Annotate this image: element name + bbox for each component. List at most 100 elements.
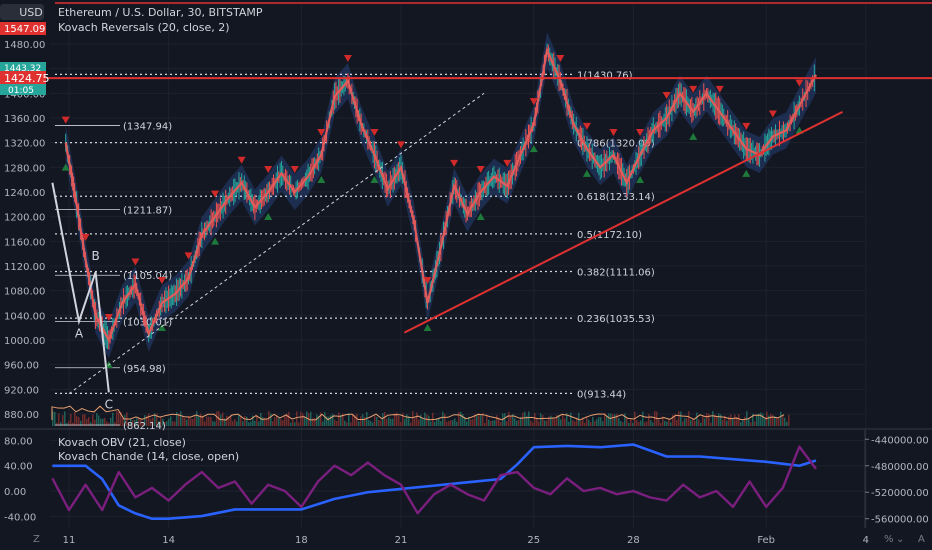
- drawings[interactable]: A B C: [0, 2, 932, 411]
- volume-bar: [590, 422, 592, 426]
- volume-bar: [232, 421, 234, 426]
- volume-bar: [598, 417, 600, 426]
- volume-bar: [506, 421, 508, 426]
- volume-bar: [408, 416, 410, 426]
- volume-bar: [480, 415, 482, 426]
- volume-bar: [70, 413, 72, 426]
- volume-bar: [80, 420, 82, 426]
- volume-bar: [248, 422, 250, 426]
- volume-bar: [374, 415, 376, 426]
- volume-bar: [312, 418, 314, 426]
- percent-icon[interactable]: %: [884, 534, 894, 545]
- reversal-down-marker: [582, 122, 591, 130]
- volume-bar: [288, 411, 290, 426]
- volume-bar: [574, 421, 576, 426]
- volume-bar: [692, 418, 694, 426]
- volume-bar: [676, 419, 678, 426]
- log-scale-icon[interactable]: ⌄: [896, 534, 904, 545]
- volume-bar: [632, 422, 634, 426]
- y-tick-label: 1480.00: [4, 40, 45, 51]
- volume-bar: [712, 411, 714, 426]
- volume-bar: [442, 411, 444, 426]
- volume-bar: [160, 417, 162, 426]
- reversal-up-marker: [529, 145, 538, 153]
- volume-bar: [138, 418, 140, 426]
- volume-bar: [622, 422, 624, 426]
- volume-bar: [602, 421, 604, 426]
- volume-bar: [226, 415, 228, 426]
- volume-bar: [464, 416, 466, 426]
- countdown-bg: [0, 84, 46, 95]
- volume-bar: [516, 420, 518, 426]
- volume-bar: [348, 413, 350, 426]
- currency-badge-bg[interactable]: [0, 4, 44, 20]
- reversal-up-marker: [636, 176, 645, 183]
- volume-bar: [748, 418, 750, 426]
- volume-bar: [636, 420, 638, 426]
- volume-bar: [696, 412, 698, 426]
- volume-bar: [420, 414, 422, 426]
- volume-bar: [350, 422, 352, 426]
- osc-y-tick-label-right: -440000.00: [871, 435, 929, 446]
- volume-bar: [718, 413, 720, 426]
- volume-bar: [594, 421, 596, 426]
- volume-bar: [706, 412, 708, 426]
- y-tick-label: 1240.00: [4, 188, 45, 199]
- volume-bar: [536, 419, 538, 426]
- volume-bar: [782, 415, 784, 426]
- level-label: (862.14): [123, 421, 166, 432]
- osc-y-tick-label: -40.00: [4, 512, 36, 523]
- volume-bar: [596, 419, 598, 426]
- timezone-icon[interactable]: Z: [33, 534, 40, 545]
- indicator-obv-label[interactable]: Kovach OBV (21, close): [58, 436, 186, 449]
- volume-bar: [670, 422, 672, 426]
- indicator-chande-label[interactable]: Kovach Chande (14, close, open): [58, 450, 239, 463]
- current-price-tag-bg: [0, 71, 46, 85]
- volume-bar: [302, 413, 304, 426]
- volume-bar: [626, 417, 628, 426]
- reversal-down-marker: [636, 129, 645, 136]
- y-tick-label: 1120.00: [4, 262, 45, 273]
- volume-bar: [466, 421, 468, 426]
- y-tick-label: 1280.00: [4, 163, 45, 174]
- volume-bar: [56, 422, 58, 426]
- volume-bar: [102, 418, 104, 426]
- fib-label: 0.786(1320.05): [577, 139, 655, 150]
- currency-badge[interactable]: USD: [19, 6, 43, 19]
- x-tick-label: 21: [395, 535, 408, 546]
- reversal-markers: [61, 55, 804, 368]
- volume-bar: [198, 416, 200, 426]
- reversal-down-marker: [370, 129, 379, 136]
- volume-bar: [344, 420, 346, 426]
- volume-bar: [576, 417, 578, 426]
- obv-line: [52, 443, 817, 521]
- indicator-main-label[interactable]: Kovach Reversals (20, close, 2): [58, 21, 230, 34]
- chande-line: [51, 445, 817, 515]
- volume-bar: [548, 416, 550, 426]
- volume-bar: [562, 414, 564, 426]
- volume-bar: [586, 417, 588, 426]
- volume-bar: [244, 415, 246, 426]
- volume-bar: [178, 413, 180, 426]
- volume-bar: [508, 411, 510, 426]
- osc-y-tick-label-right: -480000.00: [871, 462, 929, 473]
- volume-bar: [180, 411, 182, 426]
- x-tick-label: 25: [527, 535, 540, 546]
- volume-bar: [678, 411, 680, 426]
- y-tick-label: 960.00: [4, 361, 39, 372]
- volume-bar: [366, 412, 368, 426]
- volume-bar: [150, 418, 152, 426]
- volume-bar: [660, 422, 662, 426]
- volume-bar: [164, 421, 166, 426]
- y-tick-label: 1000.00: [4, 336, 45, 347]
- volume-bar: [734, 414, 736, 426]
- volume-bar: [708, 413, 710, 426]
- volume-bar: [494, 420, 496, 426]
- volume-bar: [292, 419, 294, 426]
- osc-y-tick-label-right: -520000.00: [871, 488, 929, 499]
- volume-bar: [486, 414, 488, 426]
- volume-bar: [404, 418, 406, 426]
- reversal-up-marker: [370, 176, 379, 183]
- auto-scale-icon[interactable]: A: [918, 534, 925, 545]
